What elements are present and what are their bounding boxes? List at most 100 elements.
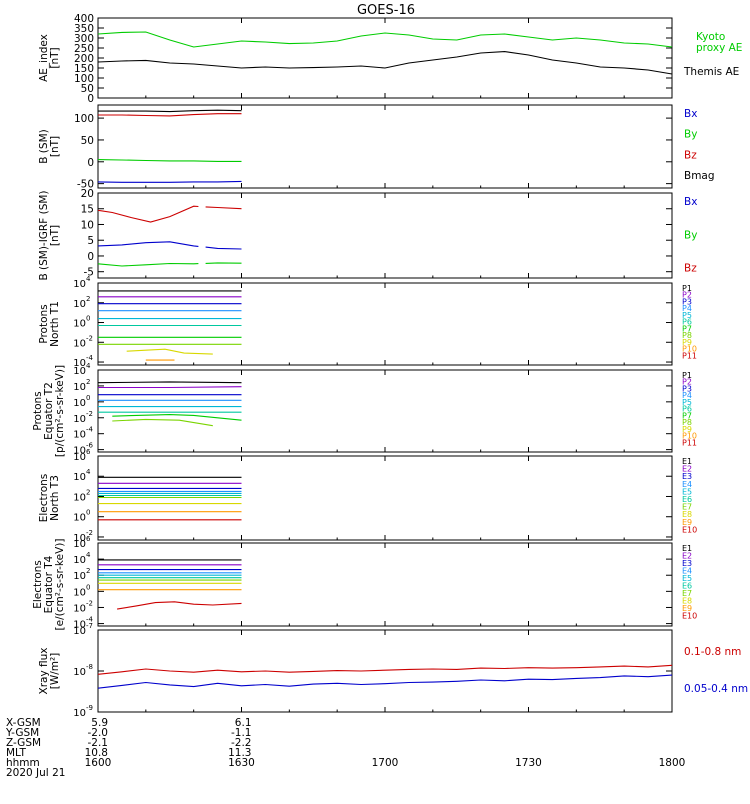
y-tick-label: 350	[74, 23, 94, 35]
y-axis-label: North T3	[49, 475, 61, 521]
series-line-p1	[97, 381, 242, 384]
legend-label: E8	[682, 597, 692, 606]
y-axis-label: [nT]	[49, 47, 61, 68]
y-tick-label: 10	[73, 366, 86, 377]
y-tick-exponent: -8	[86, 663, 93, 671]
y-tick-label: 10	[73, 626, 86, 637]
y-tick-label: -5	[84, 267, 94, 279]
y-tick-label: 15	[81, 204, 94, 216]
y-tick-exponent: -2	[86, 599, 93, 607]
legend-label: E3	[682, 472, 692, 481]
legend-label: Themis AE	[683, 66, 739, 78]
series-line-p8	[112, 418, 213, 427]
y-tick-label: 10	[73, 382, 86, 393]
y-tick-exponent: 4	[86, 468, 91, 476]
x-tick-label: 1600	[85, 757, 112, 769]
ephemeris-value: 10.8	[85, 747, 108, 759]
y-tick-label: 10	[73, 398, 86, 409]
legend-label: E9	[682, 518, 692, 527]
y-tick-label: 400	[74, 13, 94, 25]
legend-label: Bx	[684, 108, 697, 120]
legend-label: Kyoto	[696, 31, 725, 43]
legend-label: P7	[682, 324, 692, 333]
y-tick-label: -50	[77, 179, 94, 191]
y-tick-label: 10	[73, 358, 86, 369]
legend-label: E5	[682, 574, 692, 583]
y-axis-label: Electrons	[38, 474, 50, 523]
legend-label: 0.1-0.8 nm	[684, 646, 741, 658]
ephemeris-value: 6.1	[235, 717, 252, 729]
x-tick-label: 1800	[659, 757, 686, 769]
legend-label: P5	[682, 311, 692, 320]
legend-label: Bz	[684, 263, 697, 275]
y-tick-label: 10	[73, 539, 86, 550]
y-tick-label: 100	[74, 113, 94, 125]
y-tick-exponent: 6	[86, 535, 91, 543]
y-axis-label: Electrons	[32, 560, 44, 609]
y-tick-label: 10	[73, 533, 86, 544]
y-tick-exponent: -4	[86, 354, 94, 362]
ephemeris-row-label: 2020 Jul 21	[6, 767, 65, 779]
y-axis-label: [nT]	[49, 225, 61, 246]
legend-label: P6	[682, 405, 692, 414]
y-axis-label: B (SM)-IGRF (SM)	[38, 190, 50, 280]
series-line-by	[97, 159, 242, 162]
legend-label: P4	[682, 304, 692, 313]
series-line-e10	[117, 601, 242, 610]
y-tick-exponent: -2	[86, 334, 93, 342]
y-tick-label: 200	[74, 53, 94, 65]
y-tick-exponent: 2	[86, 488, 90, 496]
ephemeris-row-label: Z-GSM	[6, 737, 41, 749]
y-tick-exponent: 4	[86, 551, 91, 559]
y-tick-label: 10	[81, 219, 94, 231]
legend-label: E4	[682, 480, 692, 489]
ephemeris-value: -2.0	[88, 727, 109, 739]
panel-frame	[97, 542, 673, 627]
series-line-by	[97, 262, 199, 267]
y-axis-label: Protons	[32, 391, 44, 430]
panel-frame	[97, 104, 673, 189]
legend-label: E10	[682, 525, 697, 534]
y-tick-exponent: 4	[86, 275, 91, 283]
y-tick-exponent: -2	[86, 410, 93, 418]
y-tick-label: 250	[74, 43, 94, 55]
y-tick-label: 300	[74, 33, 94, 45]
legend-label: E5	[682, 487, 692, 496]
legend-label: Bmag	[684, 170, 715, 182]
legend-label: E9	[682, 604, 692, 613]
y-tick-exponent: 2	[86, 378, 90, 386]
series-line-bz	[97, 205, 199, 223]
legend-label: E1	[682, 457, 692, 466]
y-tick-label: 10	[73, 513, 86, 524]
series-line-kyoto-proxy-ae	[97, 31, 673, 48]
legend-label: proxy AE	[696, 42, 742, 54]
legend-label: P1	[682, 284, 692, 293]
ephemeris-value: -2.1	[88, 737, 109, 749]
legend-label: E6	[682, 495, 692, 504]
y-tick-label: 10	[73, 620, 86, 631]
ephemeris-value: 11.3	[228, 747, 251, 759]
y-tick-label: 0	[87, 93, 94, 105]
legend-label: Bx	[684, 196, 697, 208]
y-tick-label: 10	[73, 446, 86, 457]
y-axis-label: [nT]	[49, 136, 61, 157]
y-tick-exponent: -7	[86, 622, 93, 630]
legend-label: P8	[682, 331, 692, 340]
y-tick-label: 50	[81, 83, 94, 95]
legend-label: P10	[682, 345, 697, 354]
y-tick-label: 10	[73, 555, 86, 566]
y-tick-exponent: 4	[86, 362, 91, 370]
series-line-bmag	[98, 109, 242, 113]
ephemeris-row-label: X-GSM	[6, 717, 41, 729]
series-line-bx	[205, 246, 242, 250]
x-tick-label: 1630	[228, 757, 255, 769]
legend-label: E7	[682, 503, 692, 512]
series-line-bx	[97, 241, 199, 247]
x-tick-label: 1730	[515, 757, 542, 769]
y-tick-exponent: 2	[86, 567, 90, 575]
legend-label: By	[684, 129, 697, 141]
y-tick-exponent: -2	[86, 529, 93, 537]
ephemeris-row-label: hhmm	[6, 757, 40, 769]
series-line-bz	[98, 113, 242, 117]
